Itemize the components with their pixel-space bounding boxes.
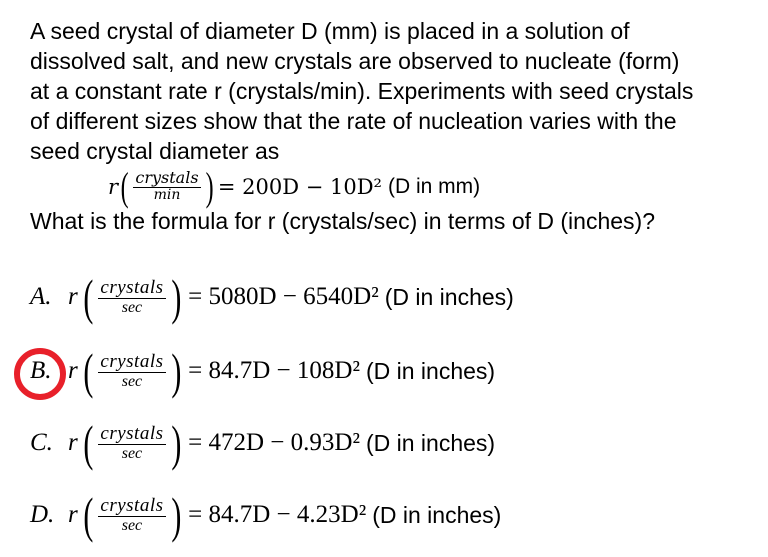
selected-answer-circle: [14, 348, 66, 400]
option-rhs: = 84.7D − 108D²: [188, 357, 360, 384]
fraction-denominator: sec: [121, 444, 143, 462]
fraction-numerator: crystals: [98, 350, 166, 373]
fraction: crystals sec: [98, 494, 166, 535]
option-d[interactable]: D. r ( crystals sec ) = 84.7D − 4.23D² (D…: [30, 486, 501, 544]
fraction-numerator: crystals: [98, 276, 166, 299]
left-paren: (: [120, 164, 129, 209]
fraction-numerator: crystals: [133, 167, 201, 188]
right-paren: ): [170, 487, 181, 543]
question-line: dissolved salt, and new crystals are obs…: [30, 48, 680, 74]
option-lhs: r: [68, 501, 78, 528]
option-rhs: = 84.7D − 4.23D²: [188, 501, 367, 528]
right-paren: ): [170, 415, 181, 471]
given-equation: r ( crystals min ) = 200D − 10D² (D in m…: [108, 163, 480, 210]
fraction: crystals sec: [98, 350, 166, 391]
right-paren: ): [170, 343, 181, 399]
option-rhs: = 472D − 0.93D²: [188, 429, 360, 456]
question-line: of different sizes show that the rate of…: [30, 108, 677, 134]
option-rhs: = 5080D − 6540D²: [188, 283, 379, 310]
left-paren: (: [83, 487, 94, 543]
fraction-numerator: crystals: [98, 422, 166, 445]
option-letter: D.: [30, 501, 55, 528]
option-letter: A.: [30, 283, 52, 310]
fraction-denominator: min: [153, 186, 181, 203]
question-line: seed crystal diameter as: [30, 138, 280, 164]
right-paren: ): [170, 269, 181, 325]
question-line: at a constant rate r (crystals/min). Exp…: [30, 78, 694, 104]
option-unit: (D in inches): [365, 429, 496, 456]
option-unit: (D in inches): [365, 357, 496, 384]
question-text: A seed crystal of diameter D (mm) is pla…: [30, 16, 693, 166]
fraction-denominator: sec: [121, 372, 143, 390]
eq-unit: (D in mm): [387, 174, 481, 198]
option-a[interactable]: A. r ( crystals sec ) = 5080D − 6540D² (D…: [30, 268, 514, 326]
left-paren: (: [83, 415, 94, 471]
left-paren: (: [83, 343, 94, 399]
option-b[interactable]: B. r ( crystals sec ) = 84.7D − 108D² (D …: [30, 342, 495, 400]
right-paren: ): [205, 164, 214, 209]
option-lhs: r: [68, 429, 78, 456]
option-lhs: r: [68, 283, 78, 310]
fraction-numerator: crystals: [98, 494, 166, 517]
fraction-denominator: sec: [121, 298, 143, 316]
option-c[interactable]: C. r ( crystals sec ) = 472D − 0.93D² (D …: [30, 414, 495, 472]
left-paren: (: [83, 269, 94, 325]
eq-rhs: = 200D − 10D²: [217, 174, 382, 199]
fraction-denominator: sec: [121, 516, 143, 534]
option-unit: (D in inches): [372, 501, 502, 528]
fraction: crystals min: [133, 167, 201, 203]
question-prompt: What is the formula for r (crystals/sec)…: [30, 208, 655, 234]
fraction: crystals sec: [98, 422, 166, 463]
option-letter: C.: [30, 429, 53, 456]
option-lhs: r: [68, 357, 78, 384]
question-line: A seed crystal of diameter D (mm) is pla…: [30, 18, 630, 44]
eq-lhs: r: [108, 174, 119, 199]
fraction: crystals sec: [98, 276, 166, 317]
option-unit: (D in inches): [384, 283, 514, 310]
